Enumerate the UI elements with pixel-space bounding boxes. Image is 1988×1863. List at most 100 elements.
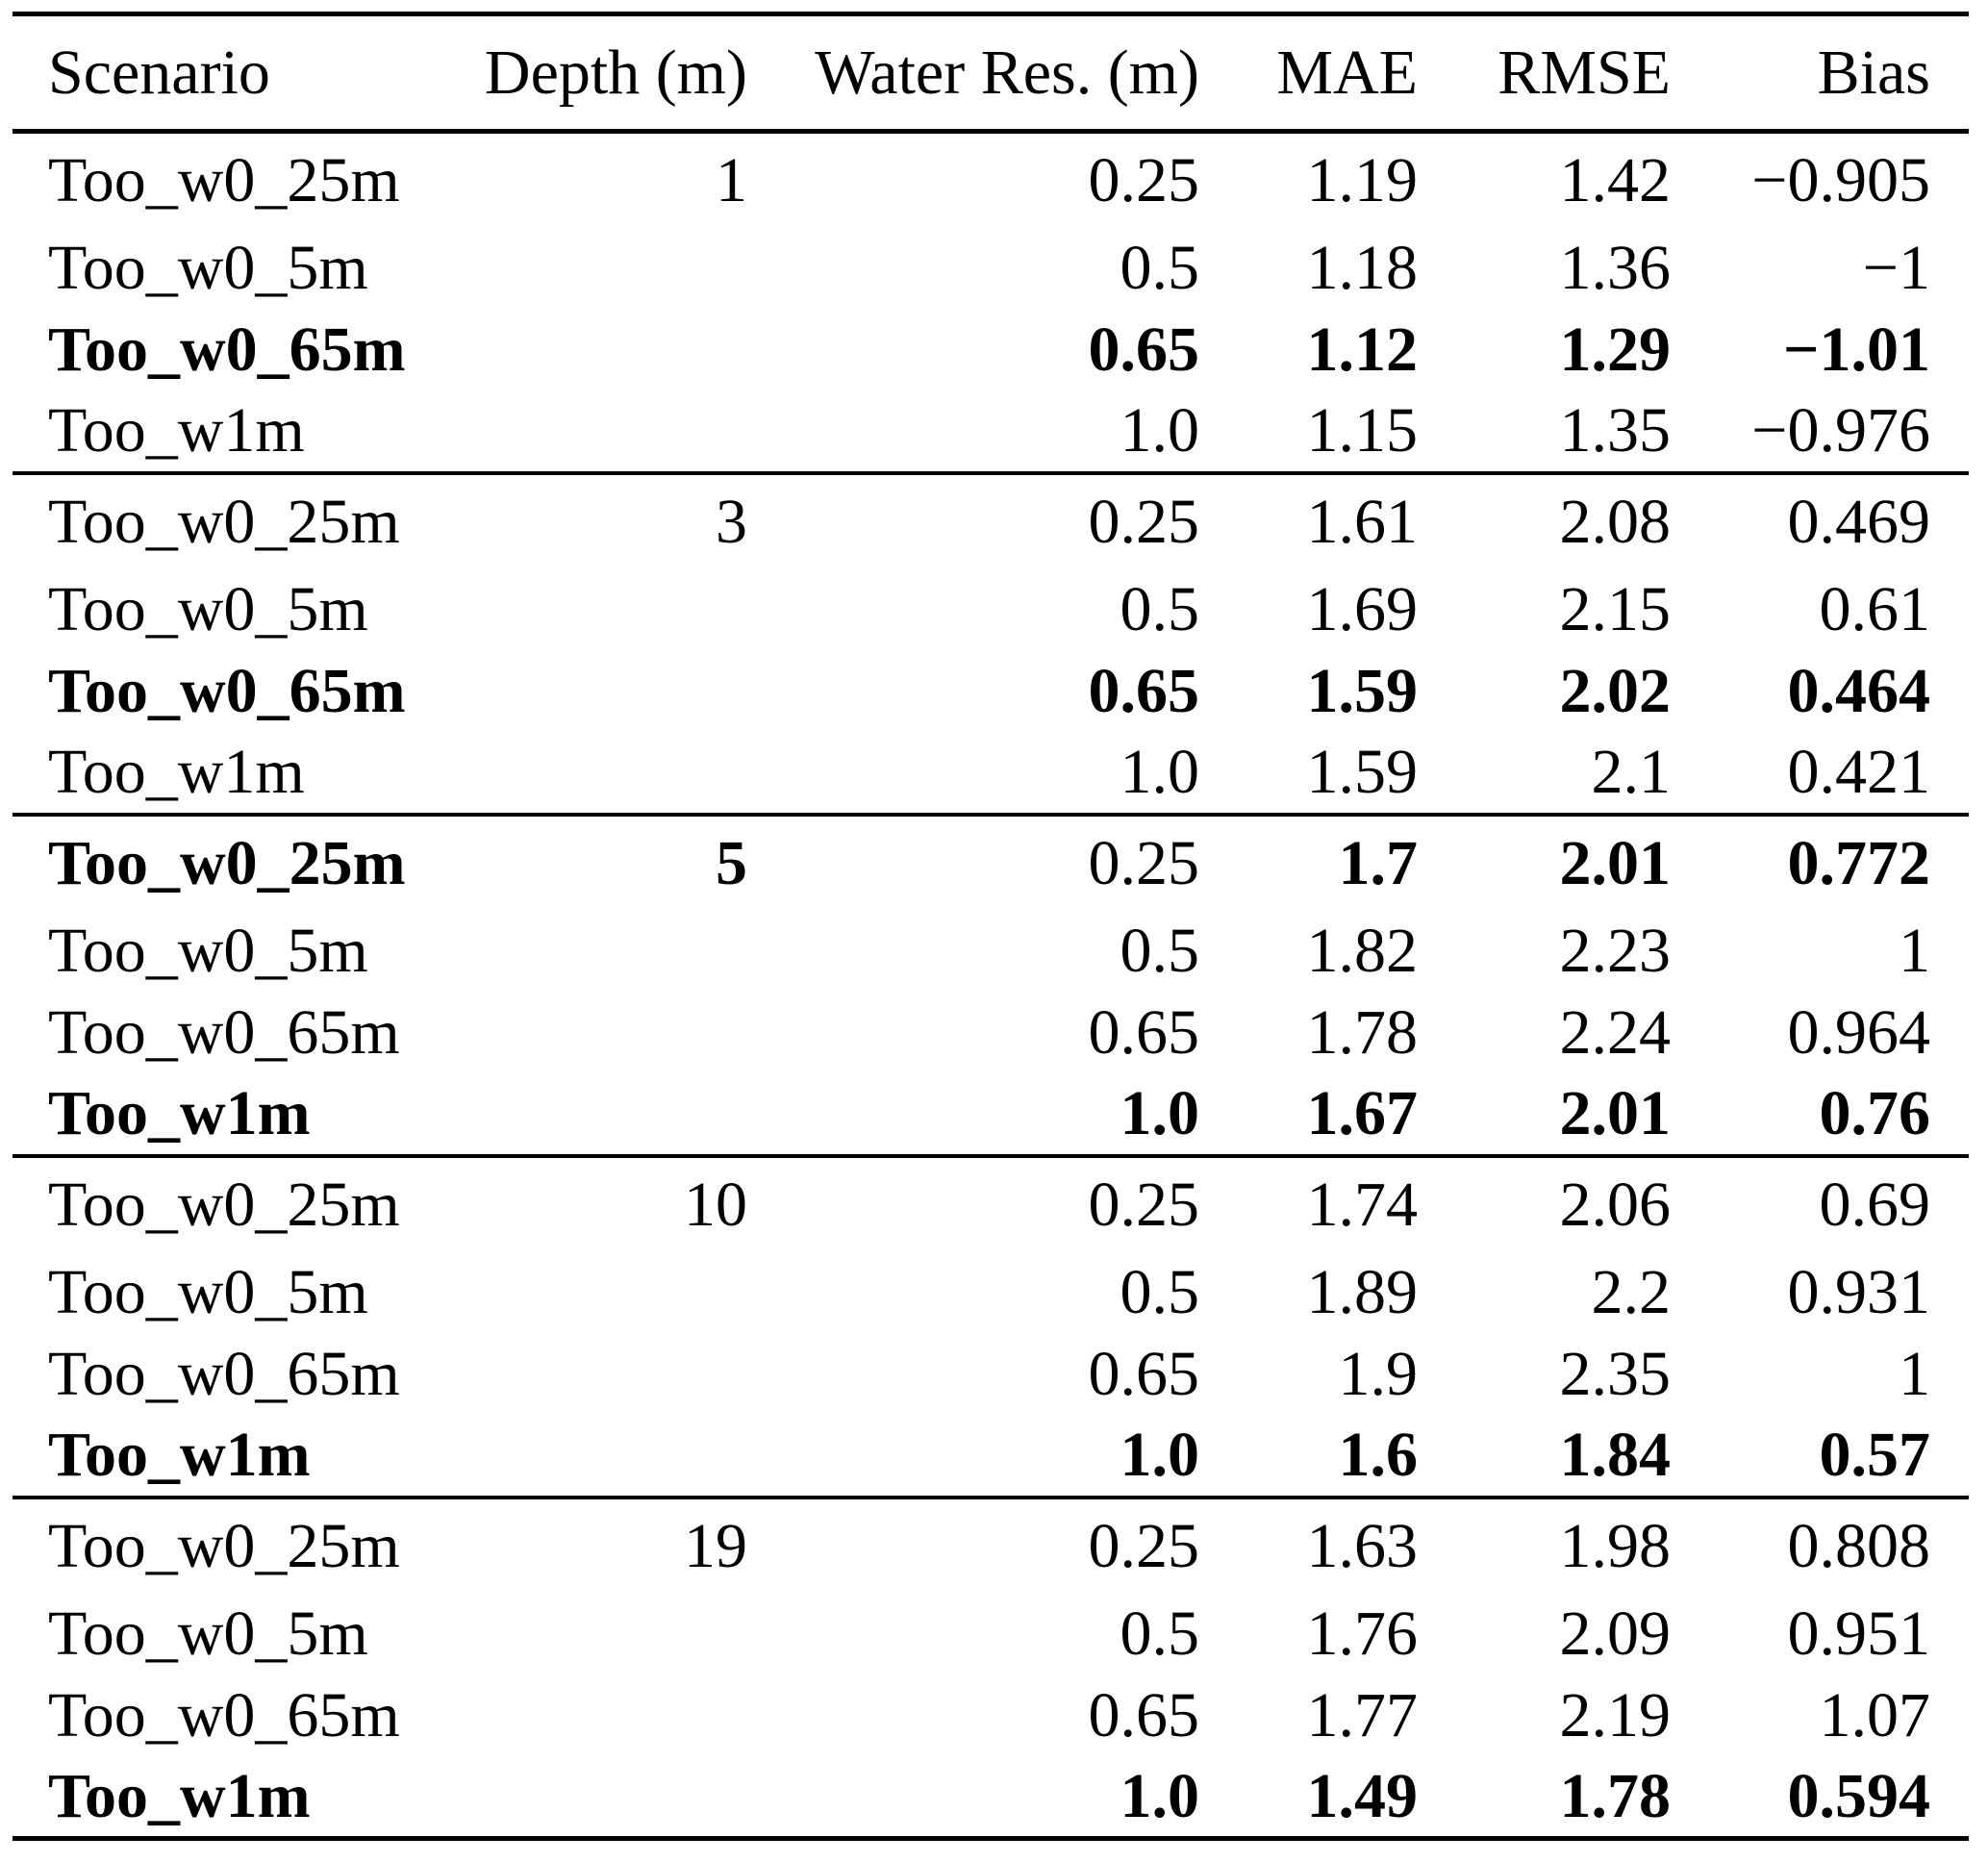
- rmse-cell: 2.19: [1559, 1680, 1672, 1750]
- bias-cell: 0.76: [1819, 1078, 1931, 1148]
- column-header-mae: MAE: [1276, 37, 1418, 108]
- bias-cell: 0.772: [1787, 827, 1931, 898]
- header-row: Scenario Depth (m) Water Res. (m) MAE RM…: [13, 14, 1969, 132]
- depth-cell: [445, 1334, 747, 1416]
- depth-group-3: Too_w0_25m 3 0.25 1.61 2.08 0.469 Too_w0_5m 0.5…: [13, 472, 1969, 815]
- mae-cell: 1.77: [1306, 1680, 1419, 1750]
- water-res-cell: 0.25: [1088, 1169, 1200, 1240]
- column-header-bias: Bias: [1817, 37, 1930, 108]
- water-res-cell: 0.65: [1088, 315, 1200, 385]
- bias-cell: 0.421: [1787, 737, 1931, 807]
- scenario-cell: Too_w0_65m: [48, 997, 400, 1068]
- water-res-cell: 0.5: [1120, 574, 1200, 644]
- bias-cell: 0.594: [1787, 1760, 1931, 1831]
- bias-cell: 1: [1899, 916, 1930, 986]
- depth-cell: 5: [716, 827, 747, 898]
- scenario-cell: Too_w0_25m: [48, 486, 400, 557]
- mae-cell: 1.12: [1306, 315, 1419, 385]
- depth-cell: [445, 569, 747, 651]
- depth-group-19: Too_w0_25m 19 0.25 1.63 1.98 0.808 Too_w0_5m 0.…: [13, 1497, 1969, 1839]
- table-row: Too_w0_5m 0.5 1.69 2.15 0.61: [13, 569, 1969, 651]
- water-res-cell: 0.65: [1088, 1339, 1200, 1409]
- water-res-cell: 0.65: [1088, 1680, 1200, 1750]
- mae-cell: 1.15: [1306, 395, 1419, 466]
- table-row: Too_w0_5m 0.5 1.89 2.2 0.931: [13, 1252, 1969, 1334]
- rmse-cell: 2.01: [1559, 1078, 1672, 1148]
- rmse-cell: 2.08: [1559, 486, 1672, 557]
- rmse-cell: 1.98: [1559, 1510, 1672, 1581]
- depth-cell: [445, 1074, 747, 1156]
- depth-cell: 10: [684, 1169, 747, 1240]
- mae-cell: 1.6: [1338, 1420, 1419, 1490]
- table-row: Too_w0_25m 1 0.25 1.19 1.42 −0.905: [13, 132, 1969, 228]
- mae-cell: 1.69: [1306, 574, 1419, 644]
- bias-cell: 1.07: [1819, 1680, 1931, 1750]
- water-res-cell: 0.5: [1120, 1599, 1200, 1669]
- depth-group-1: Too_w0_25m 1 0.25 1.19 1.42 −0.905 Too_w0_5m 0.…: [13, 132, 1969, 473]
- mae-cell: 1.9: [1338, 1339, 1419, 1409]
- rmse-cell: 2.23: [1559, 916, 1672, 986]
- water-res-cell: 1.0: [1120, 1760, 1200, 1831]
- depth-cell: [445, 228, 747, 310]
- water-res-cell: 1.0: [1120, 395, 1200, 466]
- depth-cell: 19: [684, 1510, 747, 1581]
- table-row: Too_w0_25m 19 0.25 1.63 1.98 0.808: [13, 1498, 1969, 1594]
- table-row: Too_w0_25m 10 0.25 1.74 2.06 0.69: [13, 1156, 1969, 1252]
- rmse-cell: 2.15: [1559, 574, 1672, 644]
- bias-cell: 0.57: [1819, 1420, 1931, 1490]
- table-row: Too_w1m 1.0 1.15 1.35 −0.976: [13, 391, 1969, 473]
- rmse-cell: 1.29: [1559, 315, 1672, 385]
- mae-cell: 1.76: [1306, 1599, 1419, 1669]
- mae-cell: 1.78: [1306, 997, 1419, 1068]
- water-res-cell: 0.5: [1120, 233, 1200, 303]
- rmse-cell: 2.06: [1559, 1169, 1672, 1240]
- mae-cell: 1.89: [1306, 1257, 1419, 1327]
- bias-cell: 0.464: [1787, 656, 1931, 726]
- scenario-cell: Too_w0_25m: [48, 144, 400, 215]
- water-res-cell: 1.0: [1120, 1420, 1200, 1490]
- scenario-cell: Too_w0_25m: [48, 827, 406, 898]
- water-res-cell: 0.5: [1120, 1257, 1200, 1327]
- mae-cell: 1.18: [1306, 233, 1419, 303]
- scenario-cell: Too_w1m: [48, 395, 305, 466]
- column-header-depth: Depth (m): [484, 37, 747, 108]
- scenario-cell: Too_w0_65m: [48, 1680, 400, 1750]
- table-row: Too_w0_65m 0.65 1.78 2.24 0.964: [13, 993, 1969, 1074]
- water-res-cell: 0.25: [1088, 1510, 1200, 1581]
- mae-cell: 1.7: [1338, 827, 1419, 898]
- depth-cell: [445, 1416, 747, 1498]
- water-res-cell: 0.65: [1088, 997, 1200, 1068]
- table-row: Too_w0_65m 0.65 1.59 2.02 0.464: [13, 651, 1969, 733]
- bias-cell: 1: [1899, 1339, 1930, 1409]
- water-res-cell: 1.0: [1120, 1078, 1200, 1148]
- depth-cell: 3: [716, 486, 747, 557]
- bias-cell: −0.976: [1751, 395, 1930, 466]
- table-row: Too_w0_5m 0.5 1.76 2.09 0.951: [13, 1594, 1969, 1675]
- depth-cell: [445, 1594, 747, 1675]
- water-res-cell: 0.5: [1120, 916, 1200, 986]
- table-row: Too_w0_65m 0.65 1.12 1.29 −1.01: [13, 310, 1969, 391]
- rmse-cell: 2.09: [1559, 1599, 1672, 1669]
- rmse-cell: 1.36: [1559, 233, 1672, 303]
- table-row: Too_w1m 1.0 1.59 2.1 0.421: [13, 733, 1969, 815]
- scenario-cell: Too_w0_5m: [48, 233, 368, 303]
- rmse-cell: 1.42: [1559, 144, 1672, 215]
- mae-cell: 1.63: [1306, 1510, 1419, 1581]
- table-row: Too_w1m 1.0 1.6 1.84 0.57: [13, 1416, 1969, 1498]
- column-header-water-res: Water Res. (m): [815, 37, 1199, 108]
- mae-cell: 1.59: [1306, 737, 1419, 807]
- mae-cell: 1.19: [1306, 144, 1419, 215]
- depth-cell: [445, 1252, 747, 1334]
- table-row: Too_w0_65m 0.65 1.9 2.35 1: [13, 1334, 1969, 1416]
- depth-cell: [445, 733, 747, 815]
- results-table: Scenario Depth (m) Water Res. (m) MAE RM…: [13, 12, 1969, 1841]
- rmse-cell: 2.24: [1559, 997, 1672, 1068]
- table-row: Too_w1m 1.0 1.67 2.01 0.76: [13, 1074, 1969, 1156]
- column-header-rmse: RMSE: [1497, 37, 1671, 108]
- table-row: Too_w0_5m 0.5 1.82 2.23 1: [13, 911, 1969, 993]
- bias-cell: 0.808: [1787, 1510, 1931, 1581]
- mae-cell: 1.82: [1306, 916, 1419, 986]
- column-header-scenario: Scenario: [48, 37, 270, 108]
- mae-cell: 1.59: [1306, 656, 1419, 726]
- table-header: Scenario Depth (m) Water Res. (m) MAE RM…: [13, 14, 1969, 132]
